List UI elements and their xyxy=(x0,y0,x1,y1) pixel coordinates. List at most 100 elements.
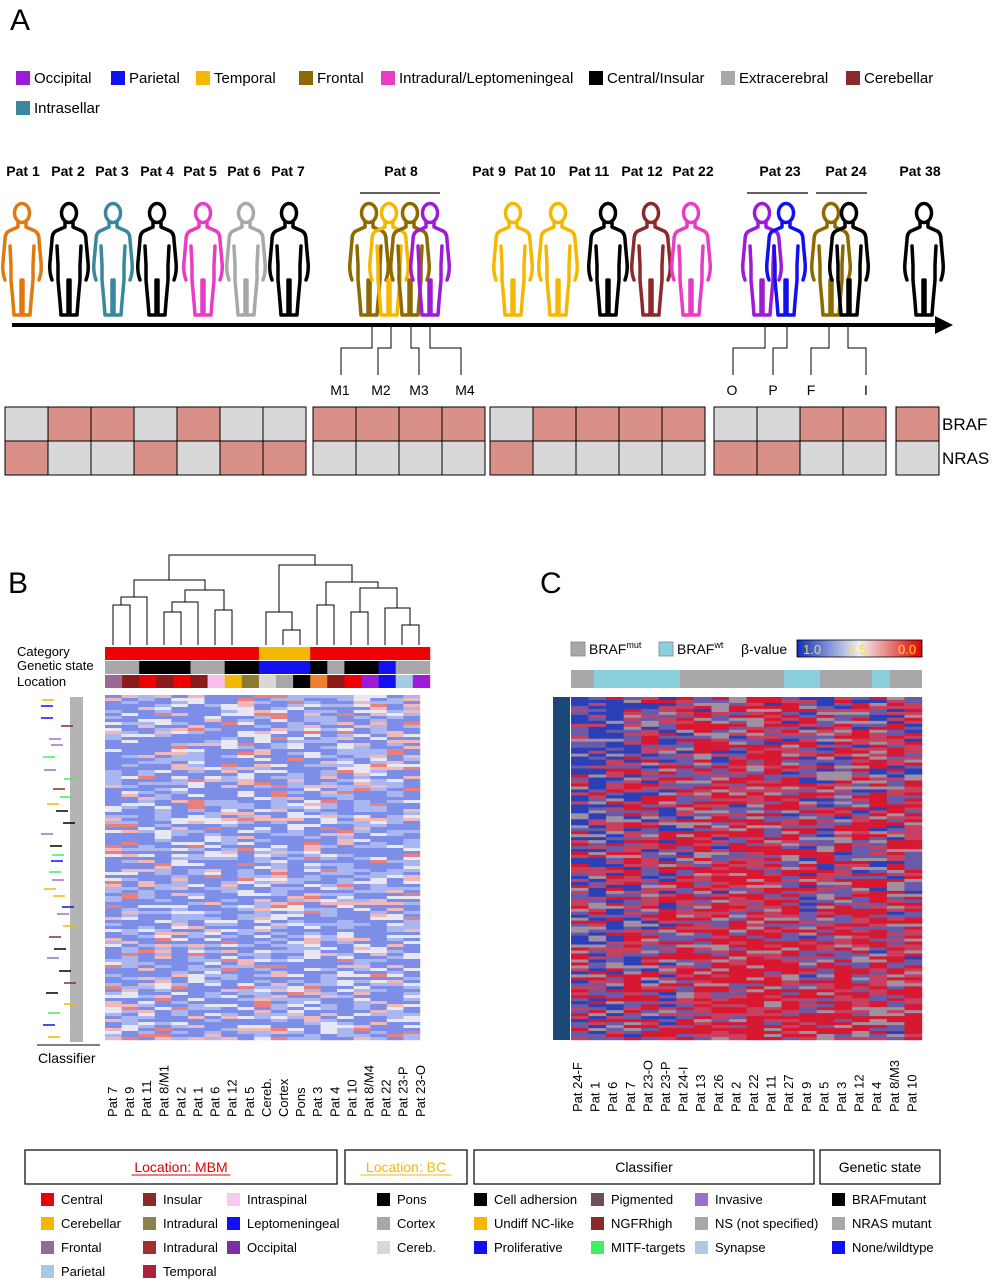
annotation-cell xyxy=(105,647,123,660)
heatmap-cell xyxy=(588,741,607,745)
heatmap-cell xyxy=(711,971,730,975)
heatmap-cell xyxy=(154,764,172,768)
heatmap-cell xyxy=(353,770,371,774)
heatmap-cell xyxy=(105,1031,122,1035)
heatmap-cell xyxy=(138,779,155,783)
heatmap-cell xyxy=(171,938,189,942)
heatmap-cell xyxy=(606,759,624,763)
heatmap-cell xyxy=(816,896,835,901)
heatmap-cell xyxy=(571,801,589,805)
heatmap-cell xyxy=(728,786,747,790)
heatmap-cell xyxy=(834,896,852,901)
heatmap-cell xyxy=(676,855,695,859)
legend-header: Location: MBM xyxy=(134,1159,227,1175)
heatmap-cell xyxy=(711,935,730,939)
heatmap-cell xyxy=(121,704,139,708)
heatmap-cell xyxy=(105,965,122,969)
heatmap-cell xyxy=(287,734,305,738)
heatmap-cell xyxy=(270,881,288,885)
heatmap-cell xyxy=(254,989,271,993)
heatmap-cell xyxy=(154,800,172,804)
heatmap-cell xyxy=(799,697,817,701)
heatmap-cell xyxy=(869,872,888,877)
heatmap-cell xyxy=(588,935,607,939)
heatmap-cell xyxy=(237,704,255,708)
heatmap-cell xyxy=(676,923,695,927)
heatmap-cell xyxy=(571,774,589,778)
heatmap-cell xyxy=(851,896,870,901)
heatmap-cell xyxy=(728,1007,747,1011)
heatmap-cell xyxy=(728,822,747,826)
heatmap-cell xyxy=(641,911,659,915)
heatmap-cell xyxy=(711,968,730,972)
heatmap-cell xyxy=(337,719,354,723)
heatmap-cell xyxy=(781,872,800,877)
heatmap-cell xyxy=(904,777,923,781)
heatmap-cell xyxy=(693,1016,712,1020)
heatmap-cell xyxy=(606,929,624,933)
heatmap-cell xyxy=(886,1001,905,1005)
heatmap-cell xyxy=(337,893,354,897)
heatmap-cell xyxy=(711,1013,730,1017)
heatmap-cell xyxy=(320,992,338,996)
heatmap-cell xyxy=(105,947,122,951)
heatmap-cell xyxy=(606,735,624,739)
heatmap-cell xyxy=(121,860,139,864)
legend-swatch xyxy=(41,1193,54,1206)
heatmap-cell xyxy=(337,908,354,912)
heatmap-cell xyxy=(138,848,155,852)
heatmap-cell xyxy=(154,1001,172,1005)
heatmap-cell xyxy=(623,905,642,909)
heatmap-cell xyxy=(337,845,354,849)
heatmap-cell xyxy=(781,828,800,832)
heatmap-cell xyxy=(204,992,222,996)
heatmap-cell xyxy=(711,795,730,799)
heatmap-cell xyxy=(764,977,782,981)
heatmap-cell xyxy=(711,950,730,954)
heatmap-cell xyxy=(403,896,421,900)
heatmap-cell xyxy=(303,761,321,765)
heatmap-cell xyxy=(337,986,354,990)
heatmap-cell xyxy=(121,758,139,762)
heatmap-cell xyxy=(606,974,624,978)
heatmap-cell xyxy=(676,744,695,748)
heatmap-cell xyxy=(623,947,642,951)
heatmap-cell xyxy=(658,911,677,915)
heatmap-cell xyxy=(270,818,288,822)
heatmap-cell xyxy=(764,947,782,951)
heatmap-cell xyxy=(623,884,642,889)
heatmap-cell xyxy=(121,755,139,759)
heatmap-cell xyxy=(237,977,255,981)
heatmap-cell xyxy=(121,821,139,825)
heatmap-cell xyxy=(711,878,730,883)
heatmap-cell xyxy=(303,920,321,924)
heatmap-cell xyxy=(728,867,747,871)
heatmap-cell xyxy=(221,815,238,819)
heatmap-cell xyxy=(781,899,800,903)
heatmap-cell xyxy=(869,884,888,889)
heatmap-cell xyxy=(746,989,765,993)
heatmap-cell xyxy=(353,950,371,954)
heatmap-cell xyxy=(728,1037,747,1041)
heatmap-cell xyxy=(851,801,870,805)
heatmap-cell xyxy=(171,851,189,855)
heatmap-cell xyxy=(886,813,905,817)
heatmap-cell xyxy=(353,791,371,795)
heatmap-cell xyxy=(237,764,255,768)
heatmap-cell xyxy=(693,1031,712,1035)
heatmap-cell xyxy=(606,861,624,865)
heatmap-cell xyxy=(799,723,817,728)
heatmap-cell xyxy=(693,810,712,814)
heatmap-cell xyxy=(187,758,205,762)
heatmap-cell xyxy=(641,890,659,895)
heatmap-cell xyxy=(693,717,712,722)
human-figure-icon xyxy=(765,201,807,317)
legend-label: Intrasellar xyxy=(34,100,100,117)
heatmap-cell xyxy=(886,792,905,796)
human-figure-icon xyxy=(48,201,90,317)
heatmap-cell xyxy=(370,749,388,753)
heatmap-cell xyxy=(781,717,800,722)
heatmap-cell xyxy=(606,956,624,960)
heatmap-cell xyxy=(353,806,371,810)
heatmap-cell xyxy=(105,1013,122,1017)
